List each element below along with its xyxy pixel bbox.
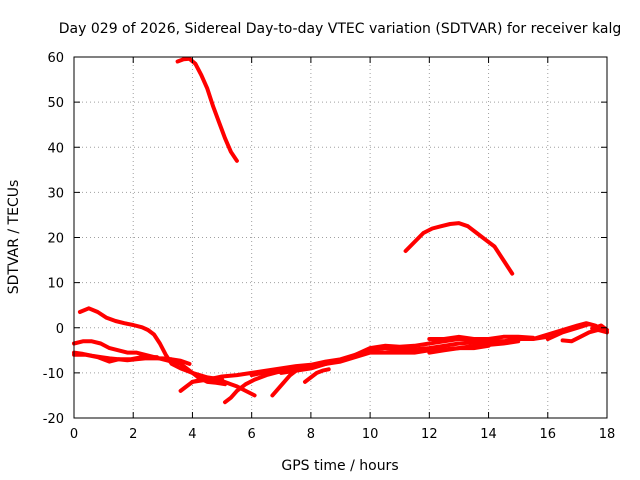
series-arc-mid-hump xyxy=(403,221,515,276)
series-arc-band-far-left xyxy=(249,358,343,378)
series-arc-band-mid-lower xyxy=(427,343,491,355)
series-arc-end-rise-b xyxy=(545,322,604,341)
series-arc-dip-mid xyxy=(223,368,293,405)
series-arc-end-short xyxy=(590,323,609,332)
x-tick-label: 2 xyxy=(129,427,137,442)
y-tick-label: 50 xyxy=(47,96,64,111)
y-tick-label: 40 xyxy=(47,141,64,156)
series-arc-high-descending xyxy=(175,56,239,163)
y-tick-label: 0 xyxy=(56,322,64,337)
series-arc-fourth-start xyxy=(72,352,159,364)
y-tick-label: 10 xyxy=(47,277,64,292)
x-tick-label: 4 xyxy=(188,427,196,442)
x-tick-label: 14 xyxy=(480,427,497,442)
x-tick-label: 8 xyxy=(307,427,315,442)
x-axis-title: GPS time / hours xyxy=(281,458,398,474)
y-axis-title: SDTVAR / TECUs xyxy=(6,180,22,295)
series-arc-dip-far xyxy=(303,367,331,384)
grid xyxy=(74,57,607,418)
y-tick-label: -10 xyxy=(43,367,64,382)
x-tick-label: 10 xyxy=(362,427,379,442)
series-group xyxy=(72,56,609,405)
x-tick-label: 18 xyxy=(599,427,616,442)
x-tick-label: 6 xyxy=(248,427,256,442)
y-tick-label: 20 xyxy=(47,232,64,247)
ticks xyxy=(73,56,608,419)
x-tick-label: 0 xyxy=(70,427,78,442)
x-tick-labels: 0 2 4 6 8 10 12 14 16 18 xyxy=(70,427,615,442)
x-tick-label: 12 xyxy=(421,427,438,442)
series-arc-top-start xyxy=(77,306,225,382)
y-tick-label: 30 xyxy=(47,186,64,201)
series-arc-band-mid-upper xyxy=(427,334,506,344)
chart-title: Day 029 of 2026, Sidereal Day-to-day VTE… xyxy=(59,21,621,37)
series-arc-band-upper xyxy=(353,334,535,357)
y-tick-label: -20 xyxy=(43,412,64,427)
y-tick-label: 60 xyxy=(47,51,64,66)
series-arc-end-tail xyxy=(560,328,609,344)
x-tick-label: 16 xyxy=(540,427,557,442)
y-tick-labels: -20 -10 0 10 20 30 40 50 60 xyxy=(43,51,64,427)
